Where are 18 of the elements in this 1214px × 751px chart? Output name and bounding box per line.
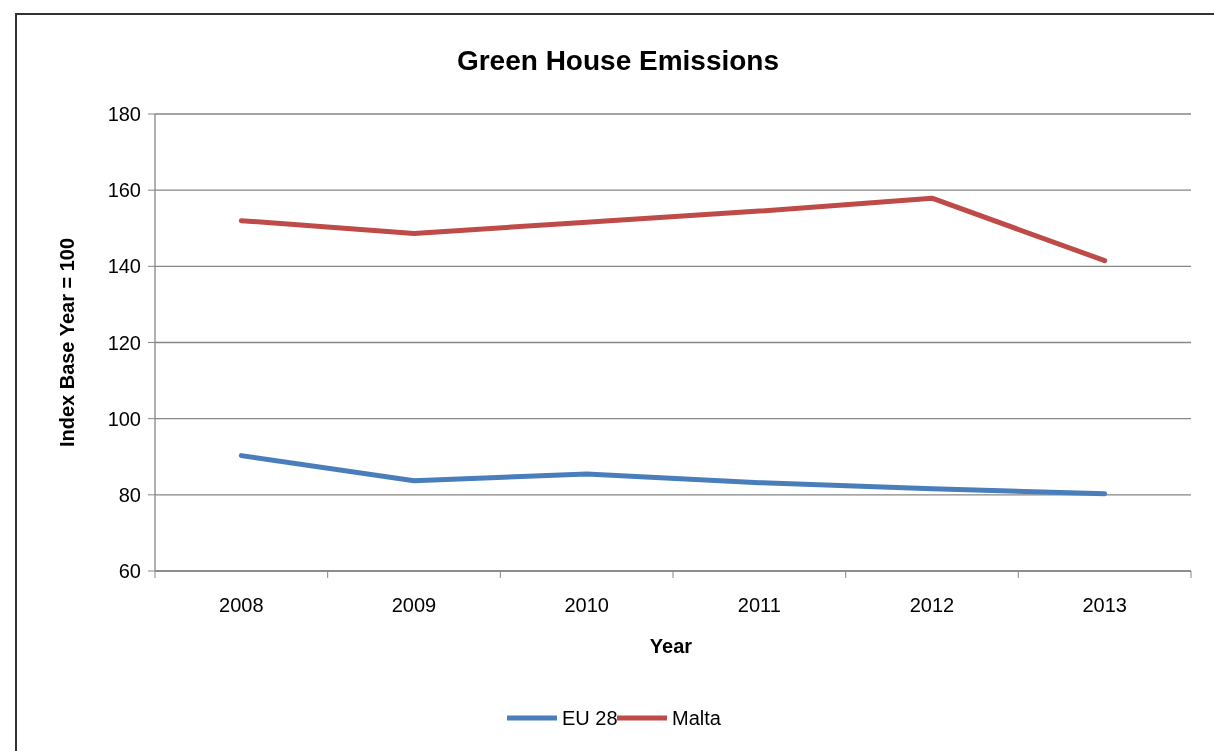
x-axis-title: Year [649,635,693,657]
y-tick-label: 140 [107,255,141,278]
x-tick-label: 2013 [1082,594,1127,616]
y-tick-label: 80 [118,483,141,506]
x-tick-label: 2008 [219,594,264,616]
y-tick-label: 160 [107,179,141,202]
x-tick-label: 2009 [391,594,437,616]
legend-label: EU 28 [562,707,618,729]
legend-label: Malta [672,707,722,729]
y-tick-label: 100 [107,407,141,430]
x-tick-label: 2011 [737,594,781,616]
y-axis-title: Index Base Year = 100 [56,237,78,448]
x-tick-label: 2012 [909,594,955,616]
chart-title: Green House Emissions [456,45,780,76]
y-tick-label: 120 [107,331,141,354]
x-tick-label: 2010 [564,594,609,616]
y-tick-label: 60 [118,560,141,582]
y-tick-label: 180 [107,103,141,125]
